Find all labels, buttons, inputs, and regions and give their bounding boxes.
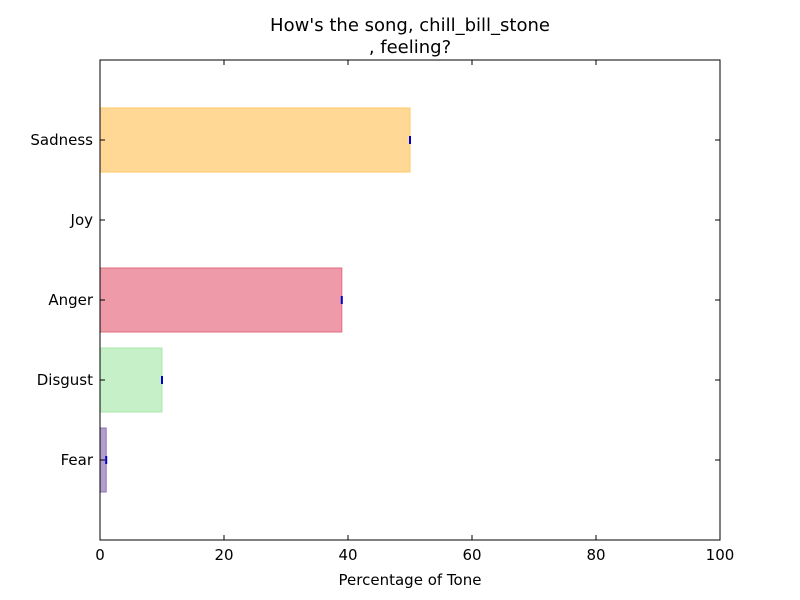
bar-sadness	[99, 107, 411, 173]
y-tick-label-fear: Fear	[61, 451, 94, 469]
x-tick-label-60: 60	[462, 546, 481, 564]
y-tick-label-joy: Joy	[70, 211, 94, 229]
x-tick-label-40: 40	[338, 546, 357, 564]
y-tick-label-sadness: Sadness	[30, 131, 93, 149]
bar-disgust	[99, 347, 163, 413]
x-tick-label-100: 100	[706, 546, 735, 564]
x-axis-label: Percentage of Tone	[339, 571, 482, 589]
chart-title-line-1: How's the song, chill_bill_stone	[270, 15, 550, 36]
x-tick-label-20: 20	[214, 546, 233, 564]
bars-layer	[99, 107, 411, 493]
bar-anger	[99, 267, 343, 333]
error-markers-layer	[105, 136, 411, 464]
x-tick-label-80: 80	[586, 546, 605, 564]
y-tick-label-disgust: Disgust	[37, 371, 93, 389]
x-tick-label-0: 0	[95, 546, 105, 564]
ticks-layer: Sadness Joy Anger Disgust Fear 0 20 40 60 80 100	[30, 60, 734, 564]
chart-title-line-2: , feeling?	[369, 37, 451, 58]
y-tick-label-anger: Anger	[48, 291, 94, 309]
